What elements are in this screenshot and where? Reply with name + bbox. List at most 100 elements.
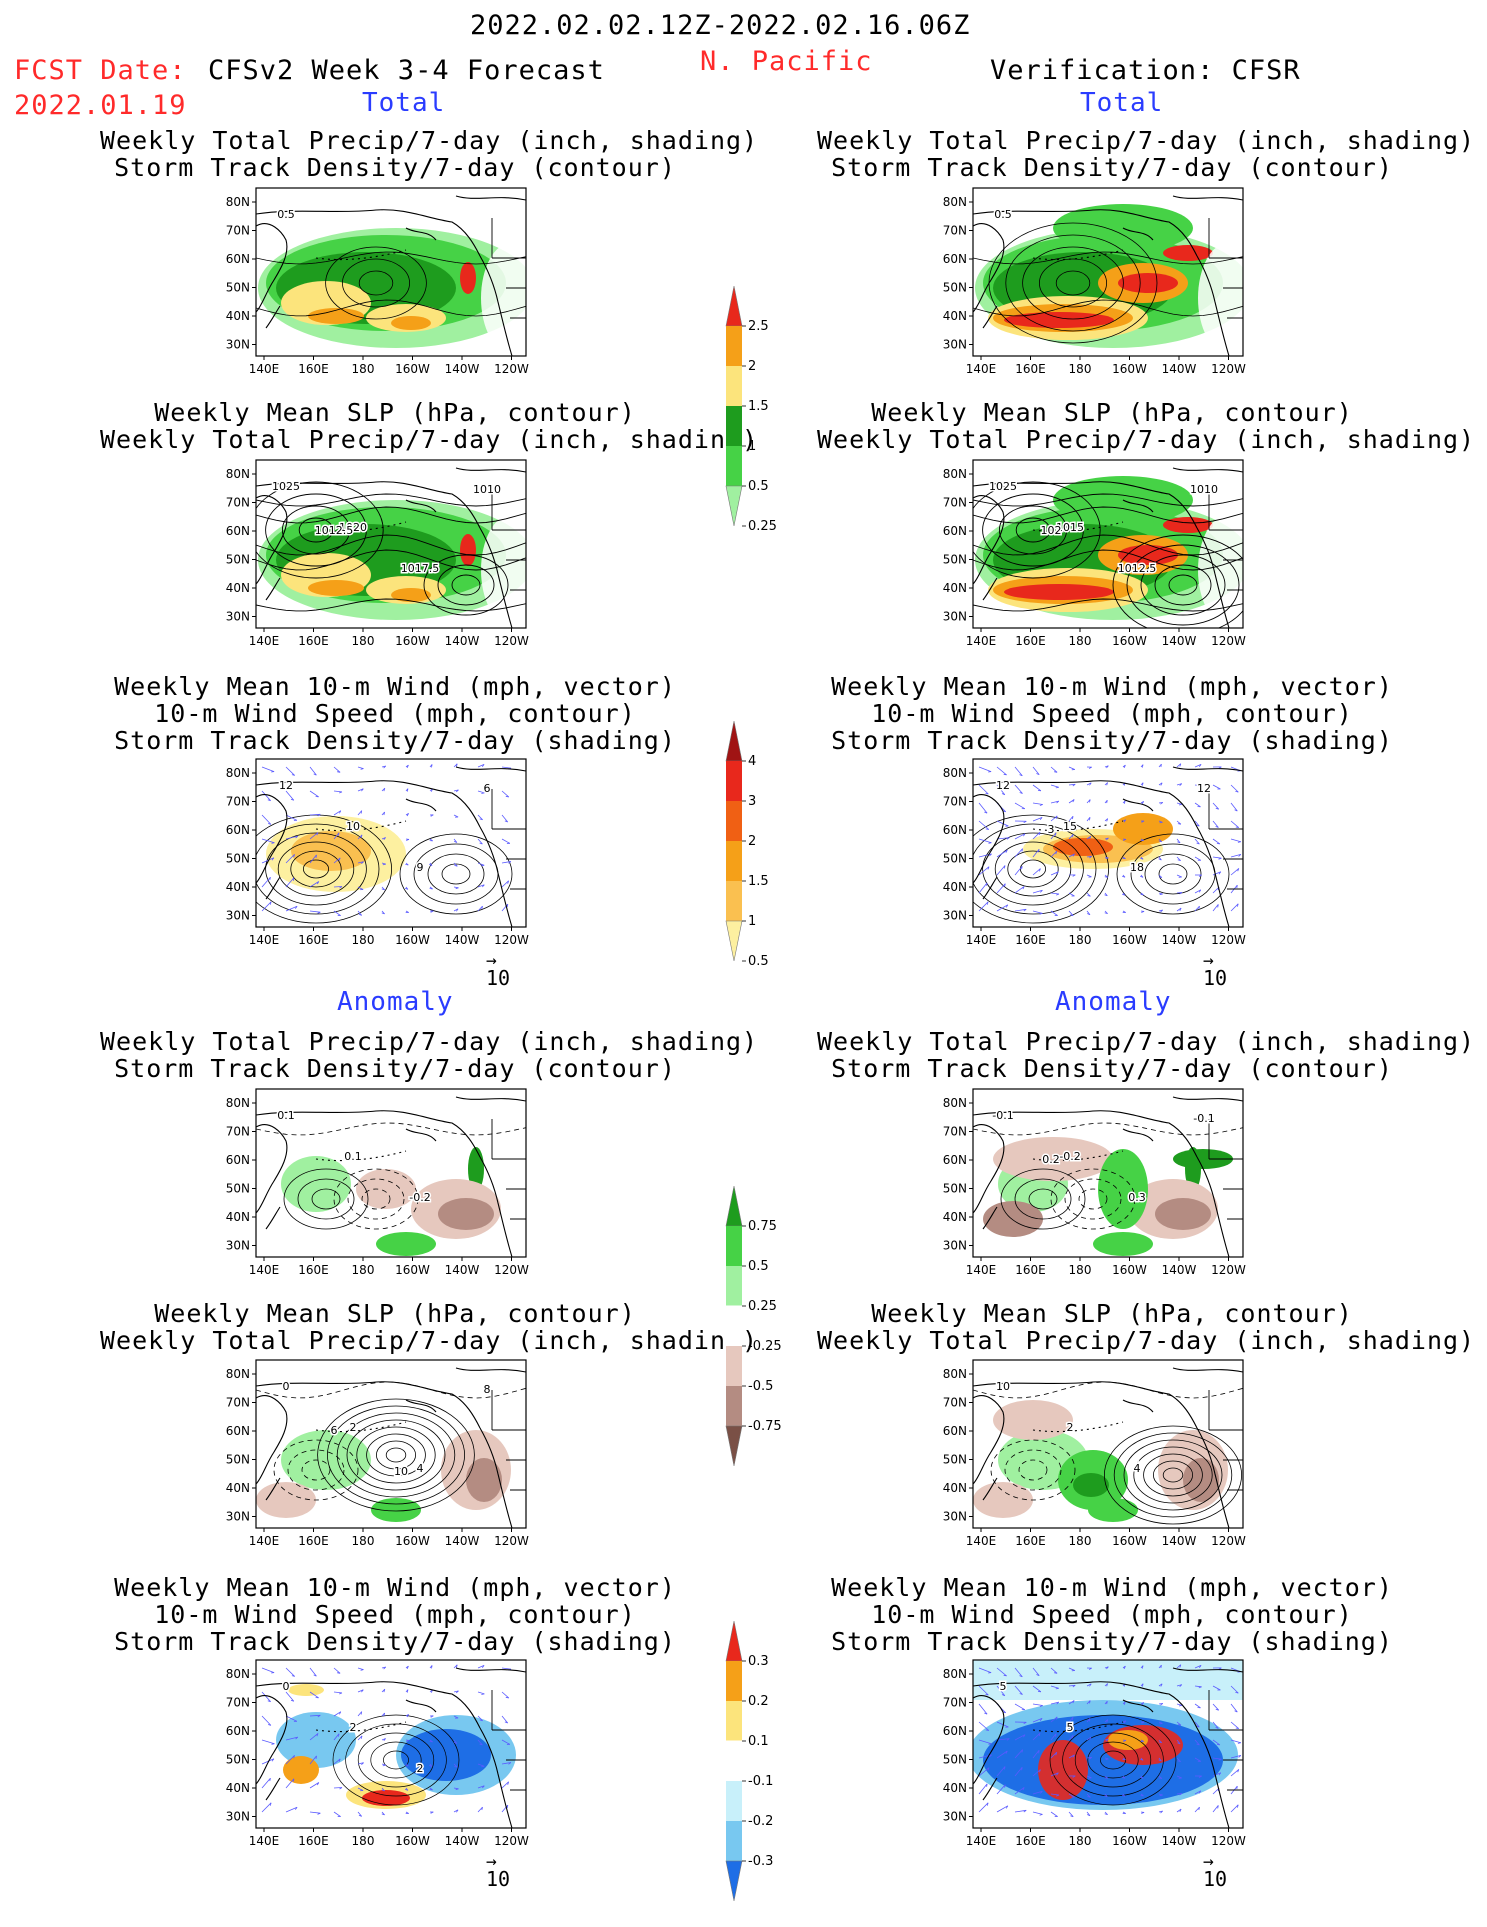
lon-tick-label: 160W xyxy=(395,1534,430,1548)
lat-tick-label: 60N xyxy=(943,1724,967,1738)
lon-tick-label: 160E xyxy=(1015,1263,1046,1277)
colorbar-tick-label: 0.75 xyxy=(748,1219,777,1234)
colorbar-swatch xyxy=(726,1621,742,1661)
lon-tick-label: 160W xyxy=(1112,1834,1147,1848)
lat-tick-label: 60N xyxy=(226,823,250,837)
lon-tick-label: 140E xyxy=(249,1263,280,1277)
lat-tick-label: 30N xyxy=(943,610,967,624)
contour-label: 2 xyxy=(1067,1421,1074,1434)
lon-tick-label: 180 xyxy=(1069,1534,1092,1548)
colorbar-tick-label: 3 xyxy=(748,794,756,809)
lat-tick-label: 70N xyxy=(943,795,967,809)
lon-tick-label: 140E xyxy=(966,634,997,648)
lat-tick-label: 40N xyxy=(226,1781,250,1795)
lon-tick-label: 140W xyxy=(1162,634,1197,648)
lon-tick-label: 120W xyxy=(494,1263,529,1277)
vector-ref-arrow-icon: → xyxy=(1203,956,1227,966)
title-line: Weekly Mean SLP (hPa, contour) xyxy=(100,399,690,426)
lon-tick-label: 140W xyxy=(1162,933,1197,947)
colorbar-tick-label: 0.25 xyxy=(748,1299,777,1314)
lat-tick-label: 80N xyxy=(226,195,250,209)
colorbar-tick-label: 1 xyxy=(748,914,756,929)
colorbar-tick-label: 2 xyxy=(748,834,756,849)
lat-tick-label: 30N xyxy=(943,338,967,352)
lat-tick-label: 40N xyxy=(943,880,967,894)
lat-tick-label: 80N xyxy=(226,467,250,481)
lat-tick-label: 60N xyxy=(943,252,967,266)
lat-tick-label: 60N xyxy=(943,524,967,538)
title-line: Weekly Total Precip/7-day (inch, shading… xyxy=(100,1028,690,1055)
vector-ref-van: →10 xyxy=(1203,1857,1227,1891)
title-van-wind: Weekly Mean 10-m Wind (mph, vector) 10-m… xyxy=(817,1574,1407,1655)
lat-tick-label: 50N xyxy=(226,1753,250,1767)
lat-tick-label: 30N xyxy=(226,610,250,624)
contour-label: 4 xyxy=(417,1462,424,1475)
lat-tick-label: 30N xyxy=(943,1810,967,1824)
lat-tick-label: 80N xyxy=(943,766,967,780)
lat-tick-label: 40N xyxy=(226,1210,250,1224)
lat-tick-label: 60N xyxy=(943,1153,967,1167)
contour-label: 5 xyxy=(1000,1680,1007,1693)
contour-label: 0.1 xyxy=(344,1150,362,1163)
vector-ref-ftot: →10 xyxy=(486,956,510,990)
lat-tick-label: 50N xyxy=(226,1453,250,1467)
colorbar-swatch xyxy=(726,801,742,841)
colorbar-tick-label: -0.2 xyxy=(748,1814,773,1829)
title-line: Weekly Total Precip/7-day (inch, shading… xyxy=(100,1327,690,1354)
colorbar-swatch xyxy=(726,406,742,446)
vector-ref-label: 10 xyxy=(1203,1867,1227,1891)
contour-label: 15 xyxy=(1063,820,1077,833)
colorbar-swatch xyxy=(726,486,742,526)
lat-tick-label: 80N xyxy=(943,1096,967,1110)
contour-label: 2 xyxy=(417,1762,424,1775)
title-vtot-precip: Weekly Total Precip/7-day (inch, shading… xyxy=(817,127,1407,181)
lon-tick-label: 140E xyxy=(249,1834,280,1848)
lon-tick-label: 140W xyxy=(445,362,480,376)
contour-label: 6 xyxy=(484,782,491,795)
colorbar-tick-label: -0.75 xyxy=(748,1419,782,1434)
lat-tick-label: 70N xyxy=(226,1696,250,1710)
lat-tick-label: 30N xyxy=(943,909,967,923)
vector-ref-vtot: →10 xyxy=(1203,956,1227,990)
lat-tick-label: 50N xyxy=(943,553,967,567)
colorbar-swatch xyxy=(726,1266,742,1306)
contour-label: 12 xyxy=(1197,782,1211,795)
lon-tick-label: 140W xyxy=(445,1263,480,1277)
colorbar-tick-label: 1.5 xyxy=(748,874,769,889)
lat-tick-label: 70N xyxy=(943,1396,967,1410)
lon-tick-label: 180 xyxy=(352,1263,375,1277)
lon-tick-label: 120W xyxy=(1211,1834,1246,1848)
map-svg: -0.1-0.20.3-0.10.280N70N60N50N40N30N140E… xyxy=(917,1087,1251,1283)
lat-tick-label: 70N xyxy=(943,1696,967,1710)
title-ftot-slp: Weekly Mean SLP (hPa, contour) Weekly To… xyxy=(100,399,690,453)
contour-label: 12 xyxy=(279,779,293,792)
lat-tick-label: 50N xyxy=(943,1182,967,1196)
lon-tick-label: 140W xyxy=(1162,362,1197,376)
section-total-right: Total xyxy=(1080,88,1163,118)
title-line: Weekly Mean 10-m Wind (mph, vector) xyxy=(817,673,1407,700)
colorbar-svg: 0.30.20.1-0.1-0.2-0.3 xyxy=(718,1603,798,1923)
contour-label: 1012.5 xyxy=(1118,562,1157,575)
colorbar-swatch xyxy=(726,761,742,801)
lon-tick-label: 160E xyxy=(298,933,329,947)
lon-tick-label: 140W xyxy=(1162,1834,1197,1848)
colorbar-tick-label: -0.25 xyxy=(748,1339,782,1354)
lat-tick-label: 30N xyxy=(226,1810,250,1824)
title-ftot-precip: Weekly Total Precip/7-day (inch, shading… xyxy=(100,127,690,181)
contour-label: 10 xyxy=(346,820,360,833)
title-van-precip: Weekly Total Precip/7-day (inch, shading… xyxy=(817,1028,1407,1082)
lat-tick-label: 40N xyxy=(943,309,967,323)
lon-tick-label: 160E xyxy=(298,1534,329,1548)
lon-tick-label: 140E xyxy=(966,362,997,376)
contour-label: 18 xyxy=(1130,861,1144,874)
lon-tick-label: 180 xyxy=(352,362,375,376)
colorbar-tick-label: 0.25 xyxy=(748,519,777,534)
title-line: Weekly Total Precip/7-day (inch, shading… xyxy=(100,127,690,154)
colorbar-swatch xyxy=(726,326,742,366)
contour-label: 12 xyxy=(996,779,1010,792)
contour-label: 0.5 xyxy=(994,208,1012,221)
